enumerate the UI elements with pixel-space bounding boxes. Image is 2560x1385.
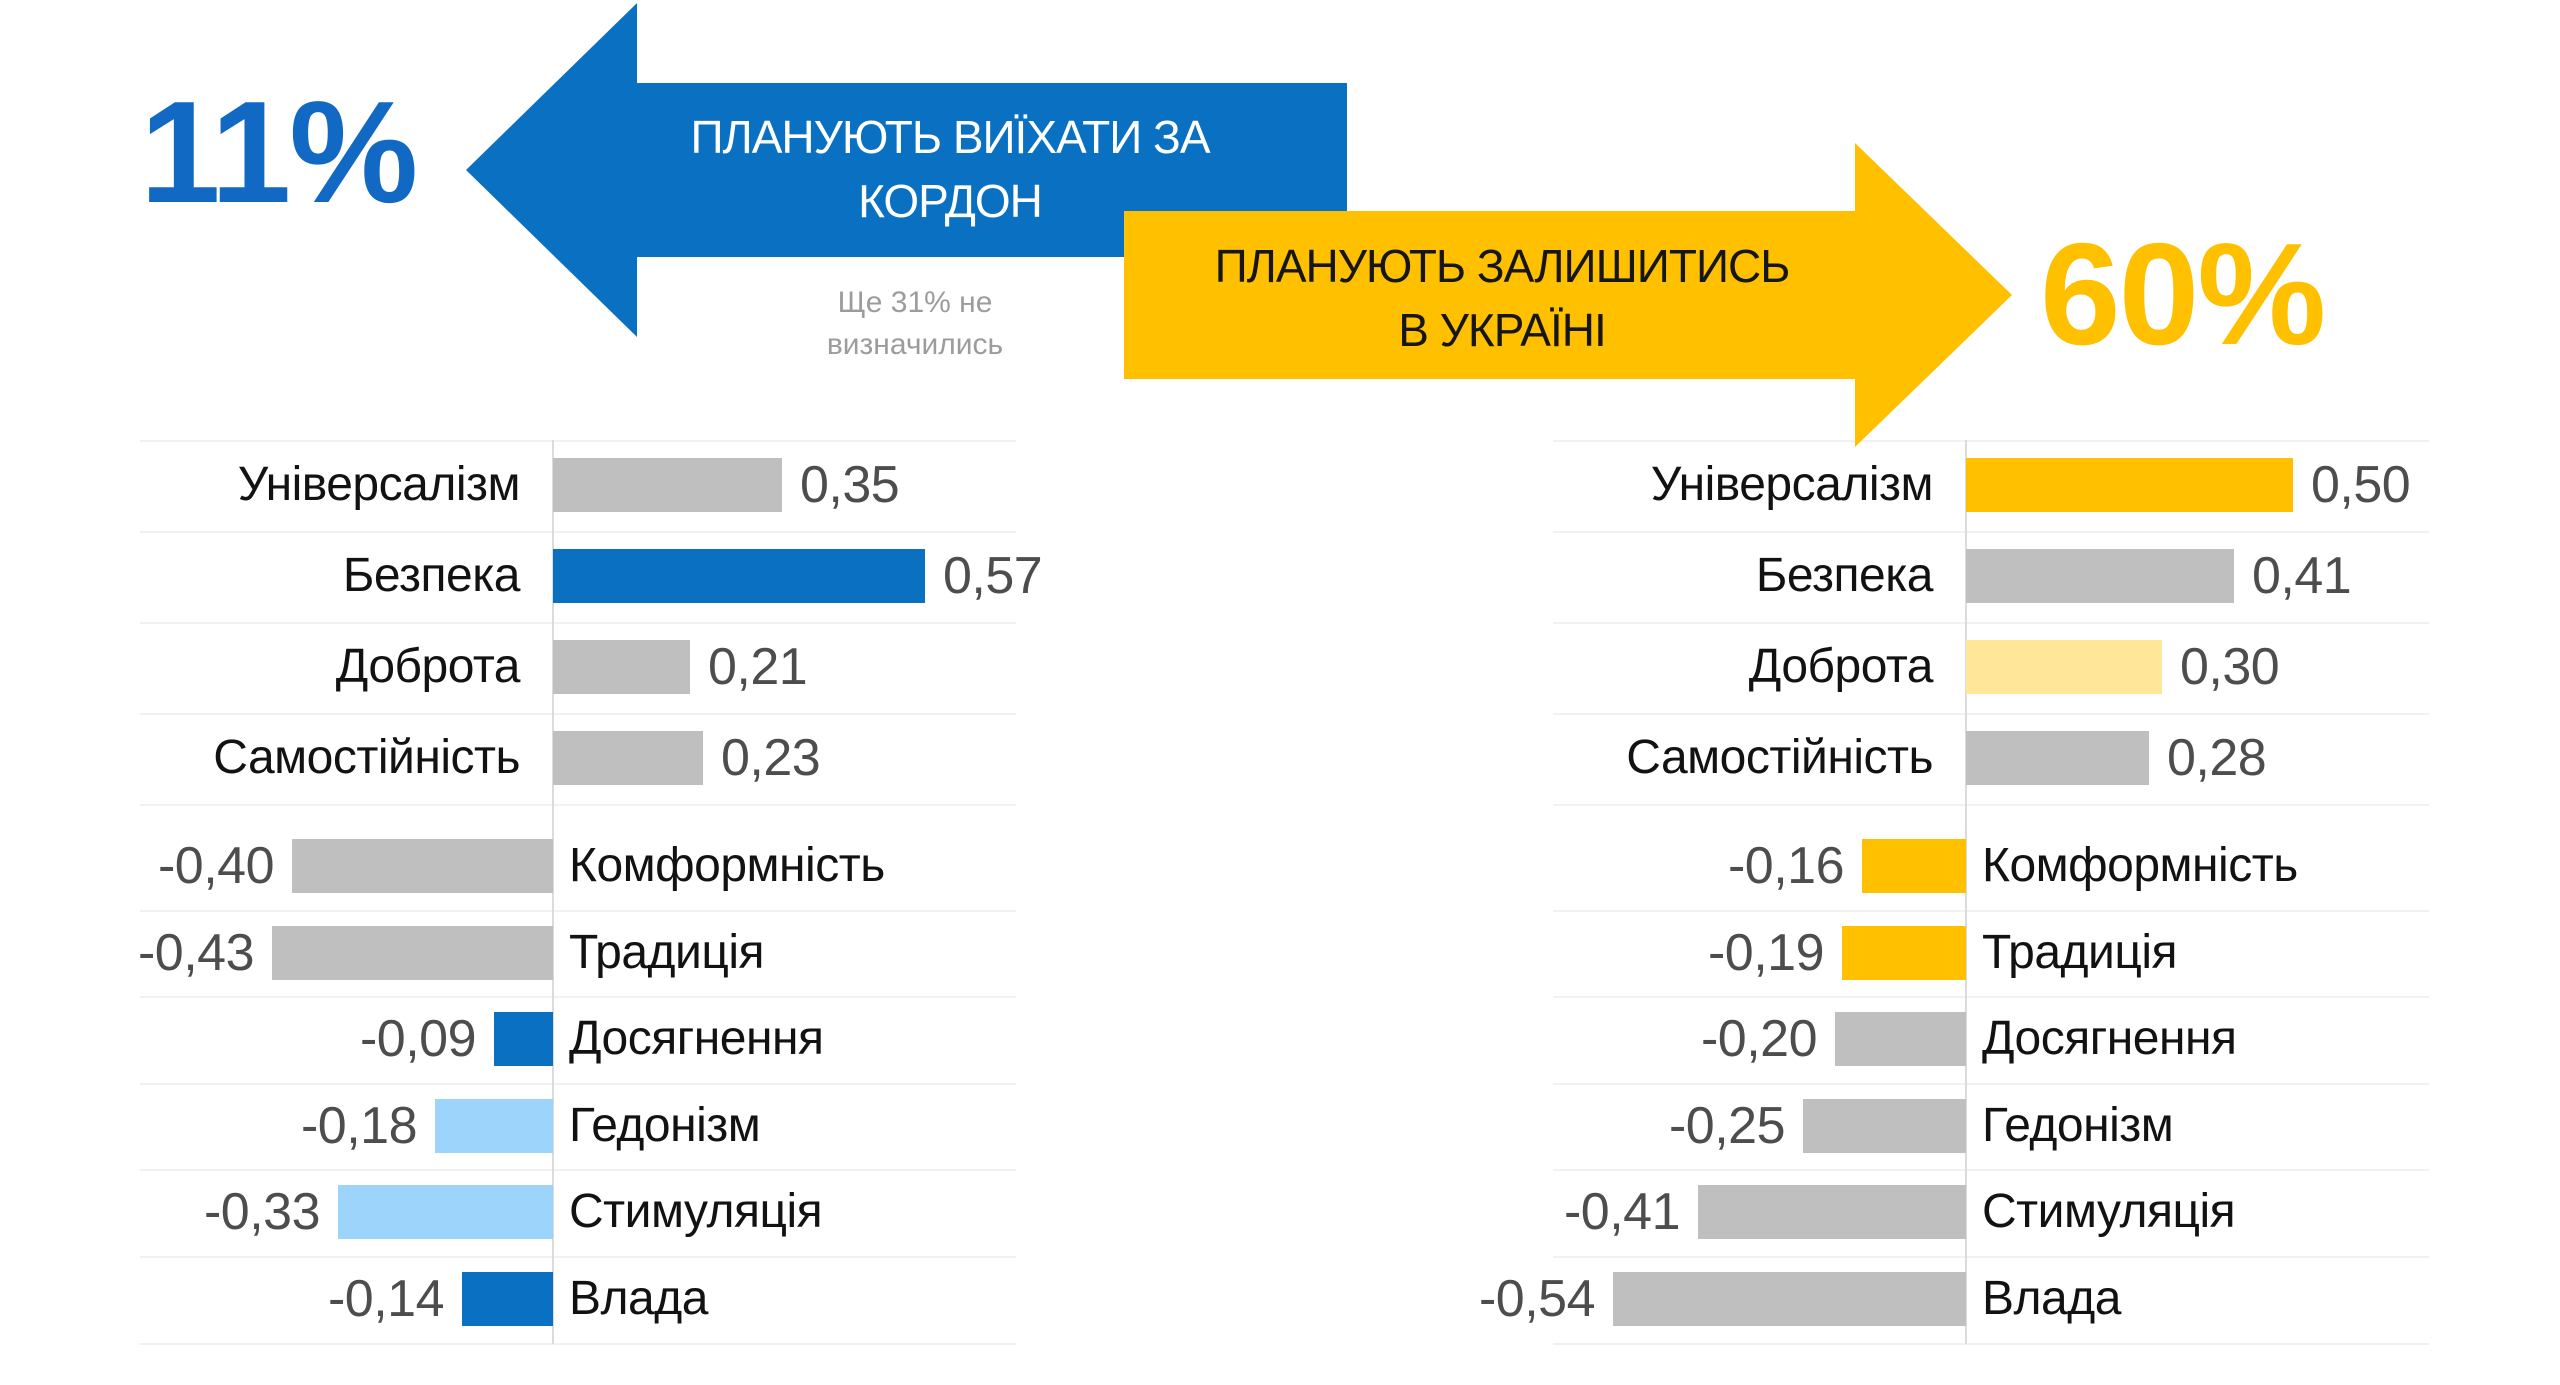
row-separator xyxy=(140,996,1016,998)
row-separator xyxy=(1553,622,2429,624)
undecided-note: Ще 31% не визначились xyxy=(810,282,1020,366)
row-separator xyxy=(1553,1083,2429,1085)
value-label: 0,50 xyxy=(2311,456,2411,514)
bar xyxy=(1698,1185,1966,1239)
bar xyxy=(1966,640,2162,694)
bar xyxy=(1835,1012,1966,1066)
bar xyxy=(1842,926,1966,980)
row-separator xyxy=(140,1169,1016,1171)
bar xyxy=(1966,458,2293,512)
row-separator xyxy=(1553,440,2429,442)
leave-percent: 11% xyxy=(140,71,418,233)
category-label: Універсалізм xyxy=(1650,458,1934,511)
category-label: Гедонізм xyxy=(569,1099,761,1152)
category-label: Досягнення xyxy=(1982,1012,2237,1065)
category-label: Стимуляція xyxy=(569,1185,823,1238)
value-label: 0,57 xyxy=(943,547,1043,605)
value-label: -0,20 xyxy=(1700,1010,1818,1068)
undecided-note-line2: визначились xyxy=(826,328,1004,361)
value-label: 0,35 xyxy=(800,456,900,514)
bar xyxy=(1803,1099,1966,1153)
row-separator xyxy=(1553,804,2429,806)
row-separator xyxy=(140,1256,1016,1258)
row-separator xyxy=(140,1343,1016,1345)
category-label: Влада xyxy=(1982,1272,2121,1325)
bar xyxy=(462,1272,553,1326)
category-label: Безпека xyxy=(1755,549,1934,602)
category-label: Комформність xyxy=(1982,839,2298,892)
value-label: -0,09 xyxy=(359,1010,477,1068)
value-label: 0,21 xyxy=(708,638,808,696)
bar xyxy=(553,731,703,785)
category-label: Стимуляція xyxy=(1982,1185,2236,1238)
leave-arrow-title: ПЛАНУЮТЬ ВИЇХАТИ ЗА КОРДОН xyxy=(620,105,1280,233)
category-label: Влада xyxy=(569,1272,708,1325)
row-separator xyxy=(140,713,1016,715)
row-separator xyxy=(140,622,1016,624)
value-label: -0,16 xyxy=(1727,837,1845,895)
category-label: Самостійність xyxy=(1626,731,1933,784)
value-label: -0,41 xyxy=(1563,1183,1681,1241)
bar xyxy=(1966,549,2234,603)
stay-percent: 60% xyxy=(2040,213,2326,375)
leave-arrow-title-line1: ПЛАНУЮТЬ ВИЇХАТИ ЗА xyxy=(690,111,1210,163)
row-separator xyxy=(1553,1343,2429,1345)
category-label: Самостійність xyxy=(213,731,520,784)
row-separator xyxy=(1553,910,2429,912)
value-label: -0,54 xyxy=(1478,1270,1596,1328)
value-label: 0,23 xyxy=(721,729,821,787)
category-label: Традиція xyxy=(1982,926,2177,979)
row-separator xyxy=(1553,531,2429,533)
bar xyxy=(553,458,782,512)
bar xyxy=(292,839,553,893)
value-label: 0,41 xyxy=(2252,547,2352,605)
stay-arrow-title-line1: ПЛАНУЮТЬ ЗАЛИШИТИСЬ xyxy=(1214,240,1791,292)
bar xyxy=(553,549,925,603)
category-label: Комформність xyxy=(569,839,885,892)
value-label: -0,43 xyxy=(137,924,255,982)
category-label: Універсалізм xyxy=(237,458,521,511)
row-separator xyxy=(140,440,1016,442)
bar xyxy=(272,926,553,980)
value-label: -0,19 xyxy=(1707,924,1825,982)
bar xyxy=(1613,1272,1966,1326)
value-label: -0,40 xyxy=(157,837,275,895)
bar xyxy=(1862,839,1966,893)
value-label: -0,33 xyxy=(203,1183,321,1241)
axis-line xyxy=(552,440,554,1344)
row-separator xyxy=(140,531,1016,533)
bar xyxy=(494,1012,553,1066)
axis-line xyxy=(1965,440,1967,1344)
undecided-note-line1: Ще 31% не xyxy=(837,286,993,319)
row-separator xyxy=(1553,713,2429,715)
value-label: 0,28 xyxy=(2167,729,2267,787)
bar xyxy=(338,1185,553,1239)
value-label: -0,18 xyxy=(300,1097,418,1155)
row-separator xyxy=(140,1083,1016,1085)
row-separator xyxy=(1553,1256,2429,1258)
bar xyxy=(1966,731,2149,785)
category-label: Доброта xyxy=(335,640,521,693)
value-label: -0,14 xyxy=(327,1270,445,1328)
value-label: 0,30 xyxy=(2180,638,2280,696)
row-separator xyxy=(1553,996,2429,998)
category-label: Доброта xyxy=(1748,640,1934,693)
row-separator xyxy=(1553,1169,2429,1171)
stay-arrow-title-line2: В УКРАЇНІ xyxy=(1398,304,1607,356)
category-label: Традиція xyxy=(569,926,764,979)
row-separator xyxy=(140,910,1016,912)
category-label: Безпека xyxy=(342,549,521,602)
category-label: Гедонізм xyxy=(1982,1099,2174,1152)
category-label: Досягнення xyxy=(569,1012,824,1065)
stay-arrow-title: ПЛАНУЮТЬ ЗАЛИШИТИСЬ В УКРАЇНІ xyxy=(1162,234,1842,362)
bar xyxy=(435,1099,553,1153)
row-separator xyxy=(140,804,1016,806)
leave-arrow-title-line2: КОРДОН xyxy=(858,175,1043,227)
value-label: -0,25 xyxy=(1668,1097,1786,1155)
bar xyxy=(553,640,690,694)
